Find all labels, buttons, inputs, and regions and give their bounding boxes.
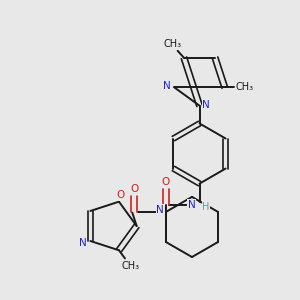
Text: CH₃: CH₃ [122, 260, 140, 271]
Text: H: H [202, 202, 210, 212]
Text: N: N [164, 81, 171, 91]
Text: N: N [188, 200, 196, 210]
Text: N: N [156, 205, 164, 215]
Text: CH₃: CH₃ [163, 39, 182, 50]
Text: O: O [162, 177, 170, 187]
Text: O: O [117, 190, 125, 200]
Text: N: N [79, 238, 86, 248]
Text: O: O [130, 184, 138, 194]
Text: CH₃: CH₃ [235, 82, 253, 92]
Text: N: N [202, 100, 210, 110]
